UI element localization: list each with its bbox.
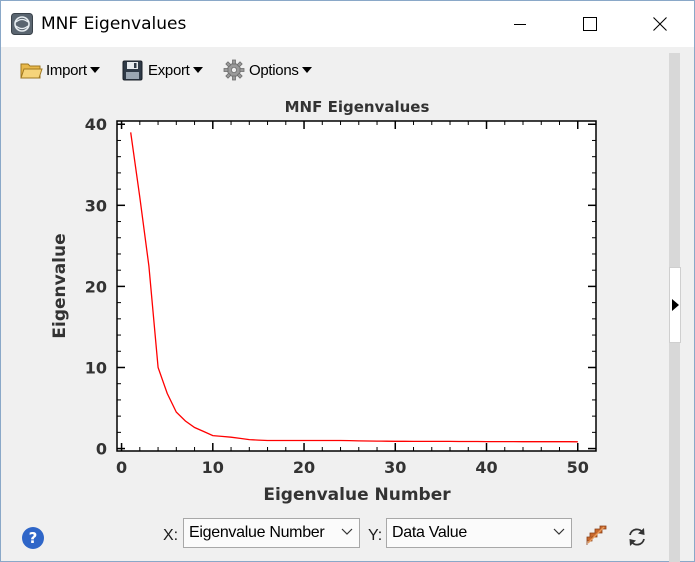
x-axis-selector-label: X: <box>163 527 179 544</box>
export-dropdown-icon <box>192 67 203 73</box>
import-menu-button[interactable]: Import <box>19 57 100 83</box>
y-axis-select-value: Data Value <box>392 524 467 541</box>
refresh-icon[interactable] <box>626 526 648 548</box>
import-dropdown-icon <box>89 67 100 73</box>
plot-area <box>116 120 597 452</box>
plot-series <box>130 132 578 443</box>
minimize-button[interactable] <box>497 1 543 47</box>
stairs-icon[interactable] <box>584 523 608 547</box>
maximize-icon <box>583 17 597 31</box>
chevron-down-icon <box>341 528 353 535</box>
export-label: Export <box>148 61 190 79</box>
y-axis-selector-label: Y: <box>368 527 383 544</box>
maximize-button[interactable] <box>567 1 613 47</box>
y-axis-label: Eigenvalue <box>50 233 70 338</box>
y-tick-label: 10 <box>85 358 107 377</box>
x-tick-label: 20 <box>293 458 315 477</box>
y-axis-select[interactable]: Data Value <box>386 518 572 548</box>
options-label: Options <box>249 61 299 79</box>
x-axis-select-value: Eigenvalue Number <box>189 524 325 541</box>
gear-icon <box>223 59 245 81</box>
window-title: MNF Eigenvalues <box>41 14 187 34</box>
x-axis-select[interactable]: Eigenvalue Number <box>183 518 360 548</box>
options-menu-button[interactable]: Options <box>222 57 312 83</box>
y-tick-label: 30 <box>85 196 107 215</box>
x-tick-label: 50 <box>567 458 589 477</box>
x-tick-label: 10 <box>202 458 224 477</box>
expand-arrow-icon[interactable] <box>672 299 679 311</box>
x-tick-label: 40 <box>475 458 497 477</box>
x-axis-label: Eigenvalue Number <box>263 485 451 505</box>
y-tick-label: 20 <box>85 277 107 296</box>
x-tick-label: 0 <box>116 458 127 477</box>
title-bar: MNF Eigenvalues <box>1 1 694 47</box>
plot-title: MNF Eigenvalues <box>285 98 430 116</box>
help-icon[interactable]: ? <box>22 527 44 549</box>
envi-app-icon <box>11 13 33 35</box>
close-button[interactable] <box>637 1 683 47</box>
plot-canvas: MNF Eigenvalues Eigenvalue Number Eigenv… <box>50 98 597 505</box>
y-tick-label: 40 <box>85 115 107 134</box>
eigenvalue-plot[interactable]: MNF Eigenvalues Eigenvalue Number Eigenv… <box>41 93 621 513</box>
import-label: Import <box>46 61 87 79</box>
export-menu-button[interactable]: Export <box>121 57 203 83</box>
x-tick-label: 30 <box>384 458 406 477</box>
options-dropdown-icon <box>301 67 312 73</box>
floppy-disk-icon <box>122 60 143 81</box>
y-tick-label: 0 <box>96 440 107 459</box>
close-icon <box>653 17 667 31</box>
eigenvalue-series-line <box>130 132 578 443</box>
minimize-icon <box>514 24 526 25</box>
folder-open-icon <box>20 63 43 79</box>
toolbar: Import Export <box>1 51 671 87</box>
axis-ticks: 0 10 20 30 40 50 0 10 20 30 40 <box>85 115 596 477</box>
chevron-down-icon <box>553 528 565 535</box>
